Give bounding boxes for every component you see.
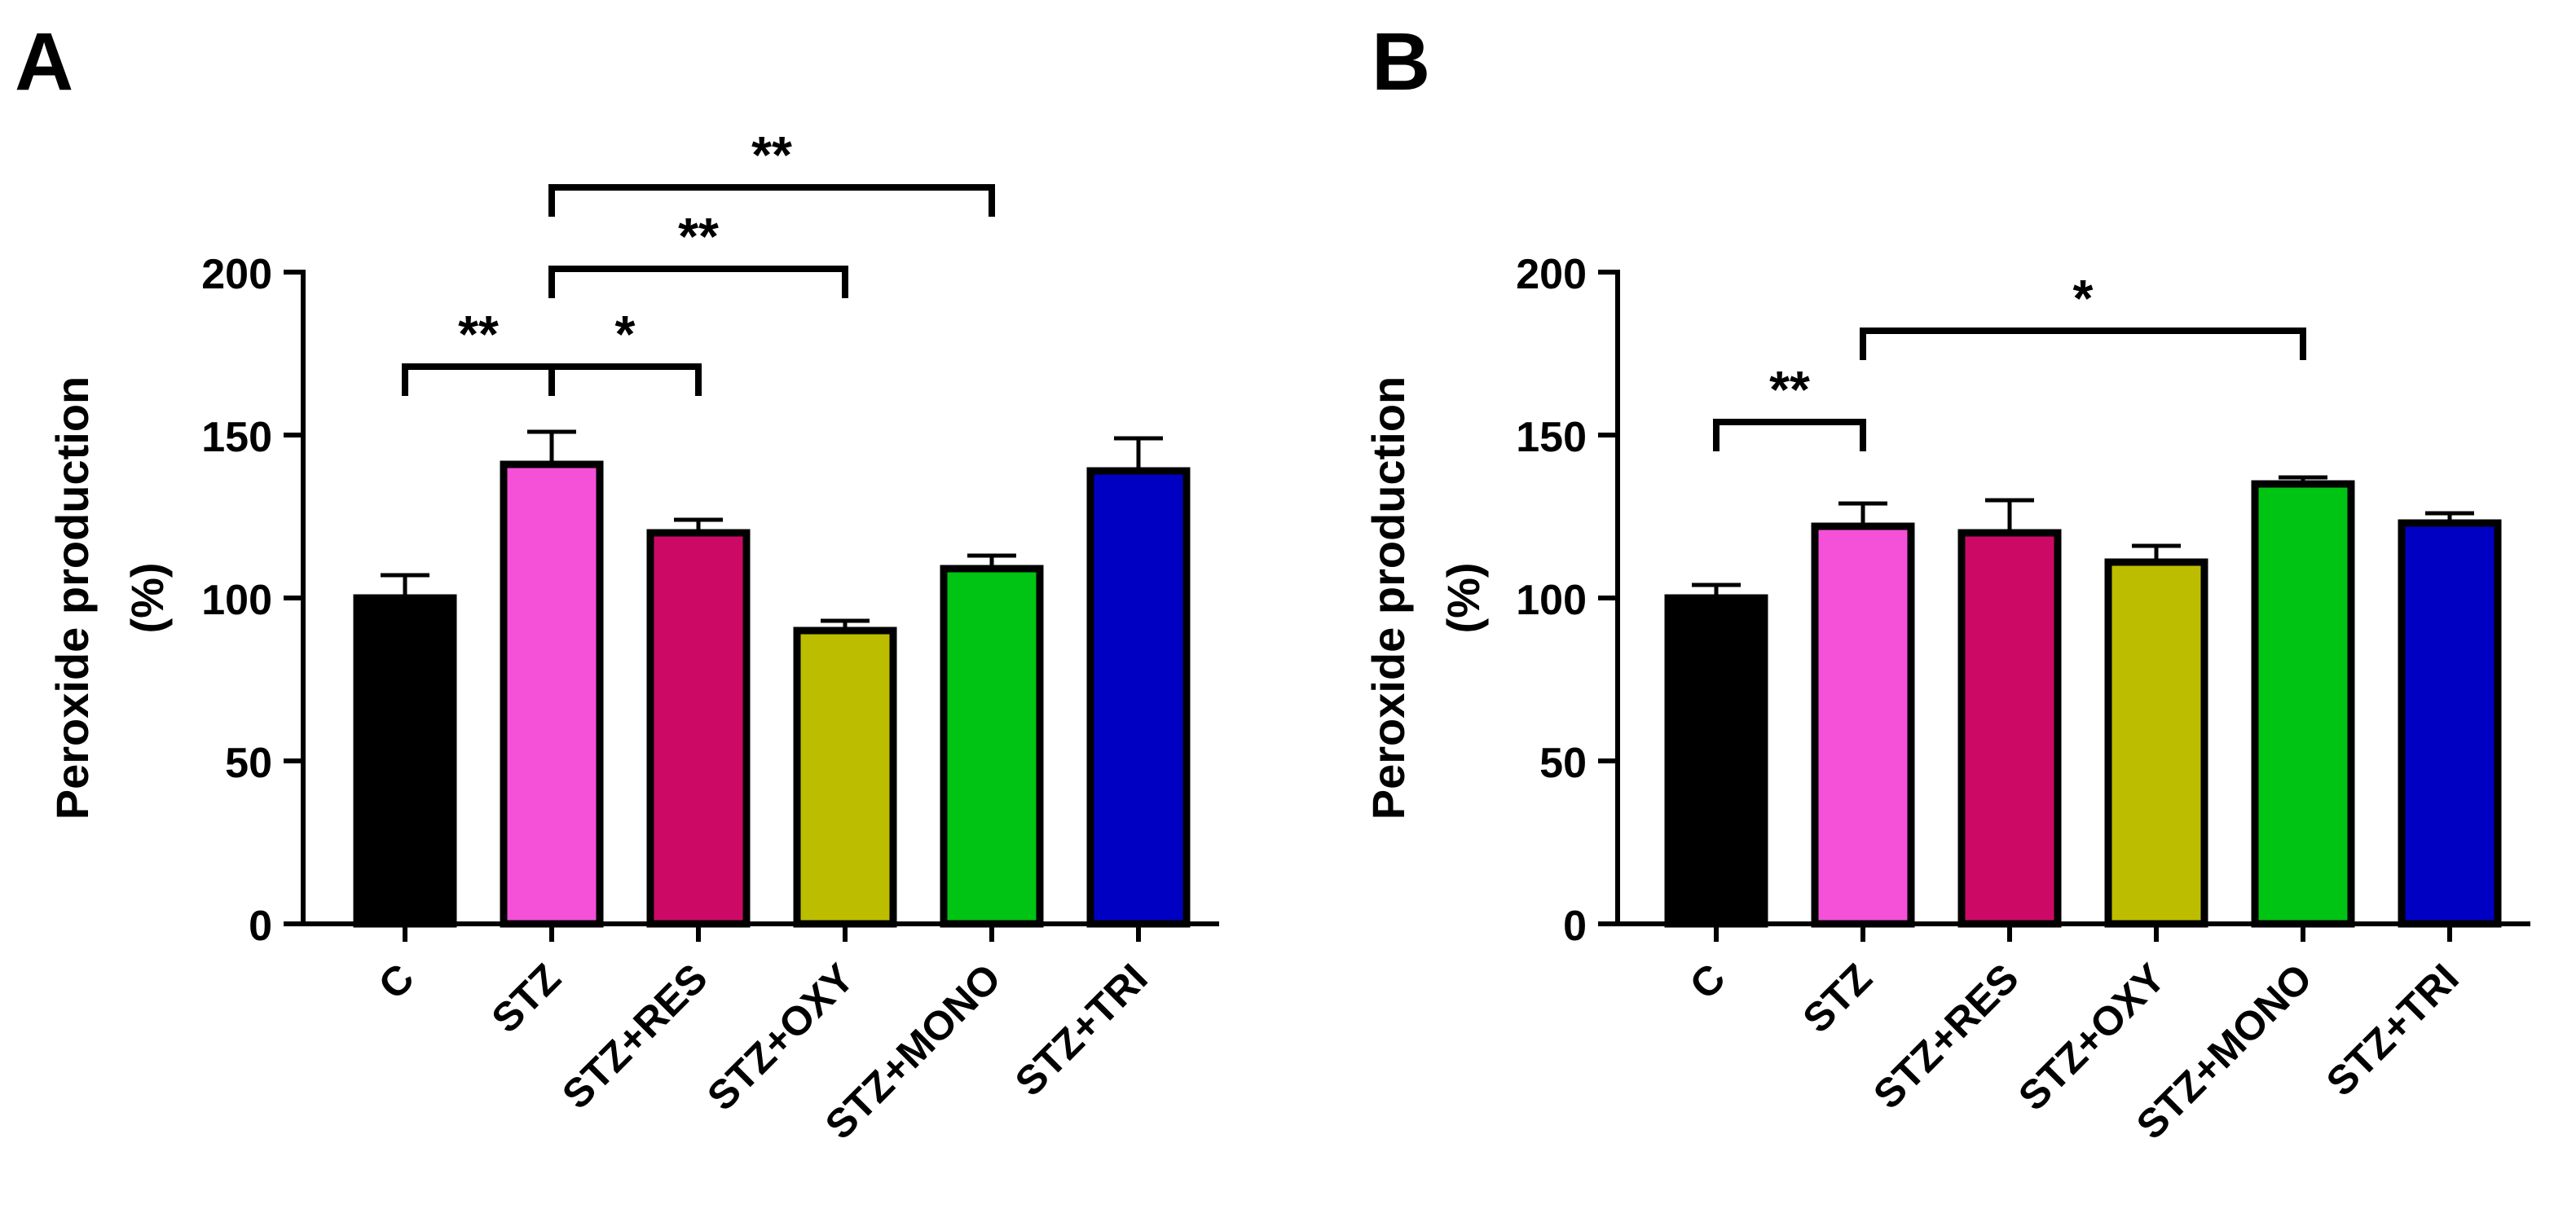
bar <box>1957 529 2062 928</box>
bar <box>2398 519 2502 928</box>
bar <box>793 626 897 928</box>
significance-label: * <box>615 305 636 363</box>
y-axis-title-unit: (%) <box>1438 562 1489 633</box>
y-tick-label: 100 <box>1516 577 1587 624</box>
bar <box>2104 558 2208 928</box>
bar <box>940 565 1044 928</box>
bar <box>353 594 457 928</box>
y-tick-label: 150 <box>1516 414 1587 461</box>
bar <box>1086 467 1191 928</box>
y-tick-label: 200 <box>1516 251 1587 298</box>
y-tick-label: 100 <box>201 577 272 624</box>
significance-label: * <box>2073 269 2094 328</box>
y-tick-label: 50 <box>1539 740 1587 787</box>
y-axis-title: Peroxide production <box>46 376 98 820</box>
y-tick-label: 200 <box>201 251 272 298</box>
significance-label: ** <box>458 305 499 363</box>
y-tick-label: 50 <box>225 740 272 787</box>
y-axis-title: Peroxide production <box>1363 376 1414 820</box>
significance-bracket <box>1713 419 1866 451</box>
y-axis-title-unit: (%) <box>121 562 173 633</box>
significance-bracket <box>1860 328 2306 360</box>
y-tick-label: 0 <box>249 903 272 950</box>
panel-label: B <box>1372 16 1430 108</box>
significance-label: ** <box>1769 360 1810 419</box>
significance-bracket <box>548 363 702 396</box>
significance-label: ** <box>678 207 719 266</box>
bar <box>646 529 751 928</box>
bar <box>1811 522 1915 928</box>
bar <box>500 460 604 928</box>
y-tick-label: 150 <box>201 414 272 461</box>
significance-bracket <box>548 184 995 217</box>
y-tick-label: 0 <box>1563 903 1587 950</box>
significance-label: ** <box>751 125 792 184</box>
bar <box>1664 594 1768 928</box>
significance-bracket <box>548 266 848 298</box>
bar <box>2251 480 2355 928</box>
panel-label: A <box>15 16 73 108</box>
